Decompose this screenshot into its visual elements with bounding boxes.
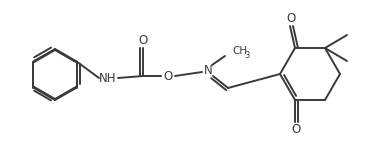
Text: O: O: [163, 69, 172, 83]
Text: NH: NH: [99, 73, 117, 86]
Text: CH: CH: [232, 46, 247, 56]
Text: O: O: [138, 34, 148, 46]
Text: N: N: [203, 65, 212, 77]
Text: O: O: [287, 11, 296, 25]
Text: 3: 3: [244, 51, 249, 59]
Text: O: O: [291, 124, 301, 136]
